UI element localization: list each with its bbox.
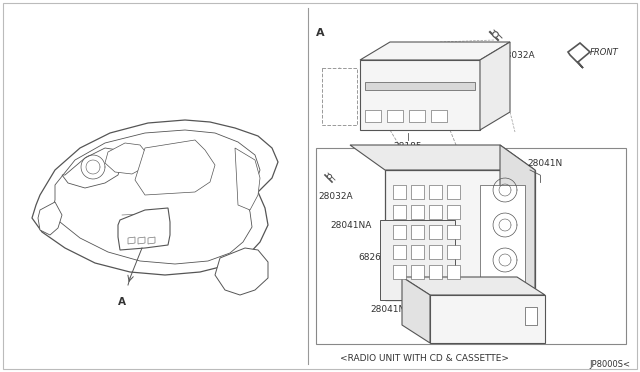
Polygon shape (235, 148, 260, 210)
Polygon shape (148, 237, 155, 244)
Text: JP8000S<: JP8000S< (589, 360, 630, 369)
Polygon shape (38, 202, 62, 235)
Text: 28041N: 28041N (527, 159, 563, 168)
Polygon shape (135, 140, 215, 195)
Polygon shape (429, 265, 442, 279)
Polygon shape (525, 307, 537, 325)
Polygon shape (431, 110, 447, 122)
Polygon shape (118, 208, 170, 250)
Polygon shape (360, 60, 480, 130)
Polygon shape (447, 225, 460, 239)
Polygon shape (128, 237, 135, 244)
Polygon shape (447, 185, 460, 199)
Text: A: A (118, 297, 126, 307)
Polygon shape (409, 110, 425, 122)
Polygon shape (393, 185, 406, 199)
Text: 28185: 28185 (394, 142, 422, 151)
Polygon shape (429, 225, 442, 239)
Text: 28032A: 28032A (500, 51, 534, 60)
Polygon shape (411, 225, 424, 239)
Polygon shape (393, 265, 406, 279)
Polygon shape (393, 245, 406, 259)
Polygon shape (447, 245, 460, 259)
Polygon shape (568, 43, 590, 68)
Polygon shape (447, 205, 460, 219)
Text: A: A (316, 28, 324, 38)
Polygon shape (380, 220, 455, 300)
Polygon shape (402, 277, 430, 343)
Text: FRONT: FRONT (590, 48, 619, 57)
Polygon shape (360, 42, 510, 60)
Polygon shape (429, 245, 442, 259)
Polygon shape (500, 145, 535, 300)
Polygon shape (447, 265, 460, 279)
Bar (316, 148, 626, 344)
Polygon shape (411, 185, 424, 199)
Text: 28041NA: 28041NA (330, 221, 371, 230)
Polygon shape (411, 205, 424, 219)
Polygon shape (215, 248, 268, 295)
Polygon shape (385, 170, 535, 300)
Polygon shape (411, 245, 424, 259)
Polygon shape (480, 185, 525, 285)
Polygon shape (393, 205, 406, 219)
Polygon shape (138, 237, 145, 244)
Text: 28041NB: 28041NB (370, 305, 412, 314)
Polygon shape (411, 265, 424, 279)
Polygon shape (365, 82, 475, 90)
Polygon shape (387, 110, 403, 122)
Polygon shape (393, 225, 406, 239)
Polygon shape (62, 148, 122, 188)
Text: 68260X: 68260X (358, 253, 393, 263)
Polygon shape (480, 42, 510, 130)
Polygon shape (365, 110, 381, 122)
Polygon shape (402, 277, 545, 295)
Text: <RADIO UNIT WITH CD & CASSETTE>: <RADIO UNIT WITH CD & CASSETTE> (340, 354, 509, 363)
Polygon shape (429, 185, 442, 199)
Polygon shape (52, 130, 260, 264)
Polygon shape (105, 143, 148, 174)
Polygon shape (322, 68, 357, 125)
Polygon shape (350, 145, 535, 170)
Polygon shape (32, 120, 278, 275)
Polygon shape (430, 295, 545, 343)
Text: 28032A: 28032A (318, 192, 353, 201)
Polygon shape (429, 205, 442, 219)
